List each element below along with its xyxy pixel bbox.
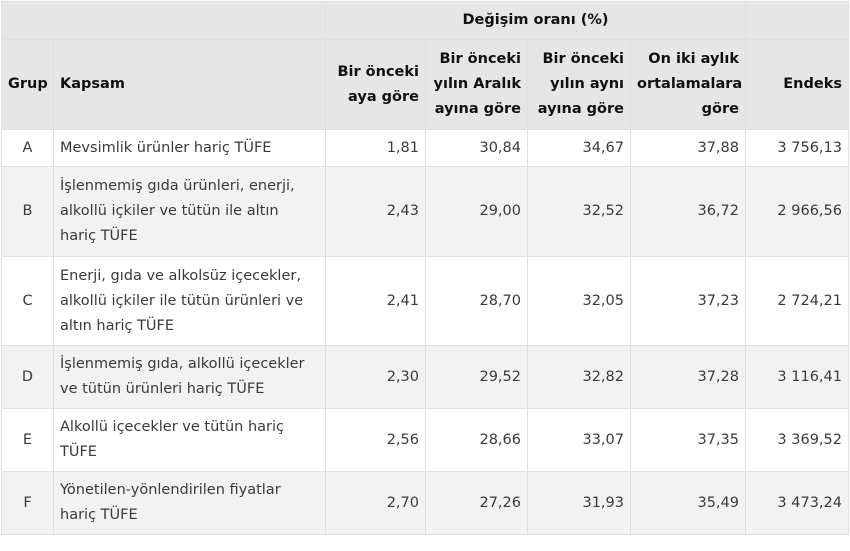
column-header-ytd: Bir önceki yılın Aralık ayına göre (425, 39, 528, 130)
cell-yoy: 32,05 (527, 256, 631, 346)
table-row: F Yönetilen-yönlendirilen fiyatlar hariç… (1, 471, 849, 535)
header-empty-cell (745, 1, 849, 40)
group-header-change-rate: Değişim oranı (%) (325, 1, 746, 40)
table-row: E Alkollü içecekler ve tütün hariç TÜFE … (1, 408, 849, 472)
cell-kapsam: İşlenmemiş gıda, alkollü içecekler ve tü… (53, 345, 326, 409)
cell-monthly: 2,41 (325, 256, 426, 346)
cell-kapsam: İşlenmemiş gıda ürünleri, enerji, alkoll… (53, 166, 326, 257)
column-header-kapsam: Kapsam (53, 39, 326, 130)
cell-ytd: 29,52 (425, 345, 528, 409)
cell-monthly: 2,30 (325, 345, 426, 409)
cell-kapsam: Enerji, gıda ve alkolsüz içecekler, alko… (53, 256, 326, 346)
table-row: D İşlenmemiş gıda, alkollü içecekler ve … (1, 345, 849, 409)
cell-twelve-month-avg: 36,72 (630, 166, 746, 257)
cell-twelve-month-avg: 37,28 (630, 345, 746, 409)
cell-ytd: 28,70 (425, 256, 528, 346)
cell-yoy: 31,93 (527, 471, 631, 535)
column-header-yoy: Bir önceki yılın aynı ayına göre (527, 39, 631, 130)
cell-ytd: 29,00 (425, 166, 528, 257)
cell-kapsam: Alkollü içecekler ve tütün hariç TÜFE (53, 408, 326, 472)
cell-grup: D (1, 345, 54, 409)
cell-yoy: 34,67 (527, 129, 631, 167)
cell-grup: F (1, 471, 54, 535)
cell-endeks: 3 756,13 (745, 129, 849, 167)
cell-grup: C (1, 256, 54, 346)
table-row: B İşlenmemiş gıda ürünleri, enerji, alko… (1, 166, 849, 257)
table-row: A Mevsimlik ürünler hariç TÜFE 1,81 30,8… (1, 129, 849, 167)
cell-grup: E (1, 408, 54, 472)
cell-endeks: 3 116,41 (745, 345, 849, 409)
cell-yoy: 32,52 (527, 166, 631, 257)
cell-monthly: 2,56 (325, 408, 426, 472)
cell-ytd: 30,84 (425, 129, 528, 167)
cpi-indicators-table: Değişim oranı (%) Grup Kapsam Bir önceki… (1, 1, 849, 535)
cell-monthly: 1,81 (325, 129, 426, 167)
cell-yoy: 32,82 (527, 345, 631, 409)
cell-kapsam: Mevsimlik ürünler hariç TÜFE (53, 129, 326, 167)
cell-endeks: 3 369,52 (745, 408, 849, 472)
cell-grup: A (1, 129, 54, 167)
cell-grup: B (1, 166, 54, 257)
column-header-endeks: Endeks (745, 39, 849, 130)
cell-ytd: 28,66 (425, 408, 528, 472)
cell-endeks: 2 724,21 (745, 256, 849, 346)
cell-twelve-month-avg: 37,88 (630, 129, 746, 167)
header-row-columns: Grup Kapsam Bir önceki aya göre Bir önce… (1, 39, 849, 130)
cell-twelve-month-avg: 37,35 (630, 408, 746, 472)
header-empty-cell (1, 1, 326, 40)
cell-twelve-month-avg: 37,23 (630, 256, 746, 346)
column-header-grup: Grup (1, 39, 54, 130)
cell-ytd: 27,26 (425, 471, 528, 535)
table-row: C Enerji, gıda ve alkolsüz içecekler, al… (1, 256, 849, 346)
cell-endeks: 3 473,24 (745, 471, 849, 535)
cell-twelve-month-avg: 35,49 (630, 471, 746, 535)
cell-yoy: 33,07 (527, 408, 631, 472)
column-header-twelve-month-avg: On iki aylık ortalamalara göre (630, 39, 746, 130)
cell-endeks: 2 966,56 (745, 166, 849, 257)
cell-kapsam: Yönetilen-yönlendirilen fiyatlar hariç T… (53, 471, 326, 535)
cell-monthly: 2,43 (325, 166, 426, 257)
cell-monthly: 2,70 (325, 471, 426, 535)
column-header-monthly: Bir önceki aya göre (325, 39, 426, 130)
header-row-group: Değişim oranı (%) (1, 1, 849, 40)
